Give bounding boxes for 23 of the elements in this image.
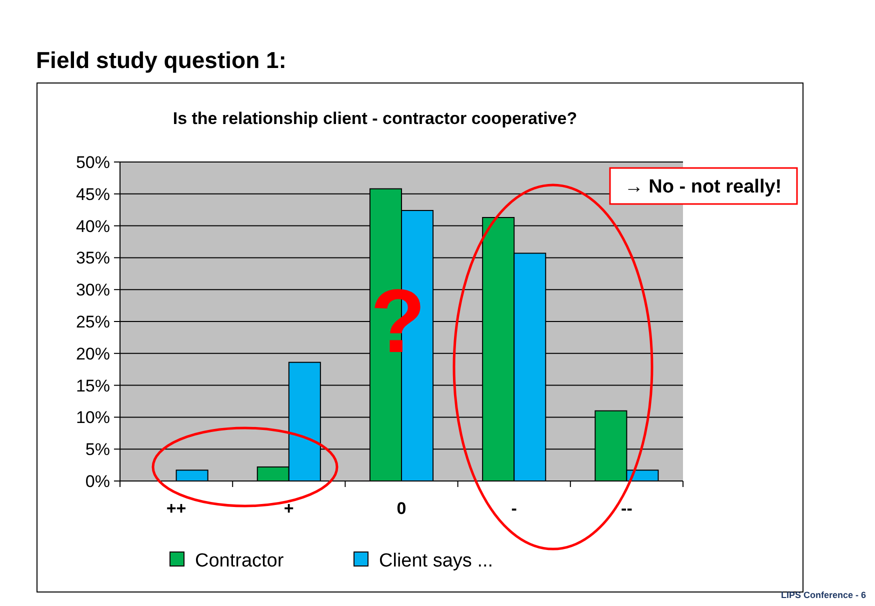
x-tick-label: ++ bbox=[166, 499, 186, 518]
y-tick-label: 35% bbox=[76, 248, 110, 268]
chart-title: Field study question 1: bbox=[36, 47, 286, 73]
x-tick-label: - bbox=[511, 499, 517, 518]
bar bbox=[176, 470, 208, 482]
y-tick-label: 30% bbox=[76, 280, 110, 300]
legend-label: Contractor bbox=[195, 550, 284, 572]
x-tick-label: 0 bbox=[396, 499, 406, 518]
legend-label: Client says ... bbox=[379, 550, 494, 572]
x-tick-label: + bbox=[284, 499, 294, 518]
y-tick-label: 45% bbox=[76, 184, 110, 204]
y-tick-label: 40% bbox=[76, 216, 110, 236]
y-tick-label: 5% bbox=[85, 440, 110, 460]
y-tick-label: 15% bbox=[76, 376, 110, 396]
y-tick-label: 0% bbox=[85, 472, 110, 491]
annotation: → No - not really! bbox=[624, 176, 782, 198]
x-tick-label: -- bbox=[621, 499, 632, 518]
y-tick-label: 25% bbox=[76, 312, 110, 332]
text: LIPS Conference - 6 bbox=[780, 590, 866, 600]
y-tick-label: 50% bbox=[76, 152, 110, 172]
chart-subtitle: Is the relationship client - contractor cooperative? bbox=[172, 109, 578, 128]
y-tick-label: 20% bbox=[76, 344, 110, 364]
y-tick-label: 10% bbox=[76, 408, 110, 428]
